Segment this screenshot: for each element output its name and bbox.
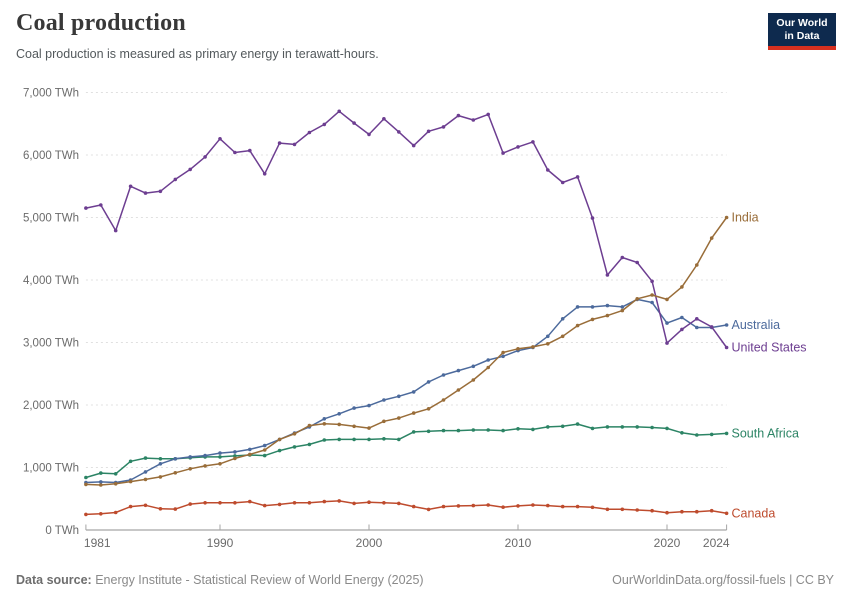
svg-text:1981: 1981	[84, 536, 111, 550]
svg-text:0 TWh: 0 TWh	[45, 525, 79, 537]
series-australia[interactable]: Australia	[84, 297, 781, 485]
data-source: Data source: Energy Institute - Statisti…	[16, 573, 424, 587]
svg-text:5,000 TWh: 5,000 TWh	[23, 213, 79, 225]
series-label-united-states[interactable]: United States	[732, 341, 807, 355]
series-canada[interactable]: Canada	[84, 499, 776, 521]
svg-text:2010: 2010	[505, 536, 532, 550]
series-united-states[interactable]: United States	[84, 109, 807, 355]
series-label-canada[interactable]: Canada	[732, 507, 776, 521]
x-axis	[85, 524, 728, 530]
logo-line2: in Data	[784, 29, 820, 42]
svg-text:2024: 2024	[703, 536, 730, 550]
svg-text:1,000 TWh: 1,000 TWh	[23, 463, 79, 475]
x-axis-labels: 1981 1990 2000 2010 2020 2024	[84, 536, 730, 550]
series-label-india[interactable]: India	[732, 211, 759, 225]
series-label-south-africa[interactable]: South Africa	[732, 427, 799, 441]
chart-header: Coal production Coal production is measu…	[16, 10, 750, 61]
page-title: Coal production	[16, 10, 186, 36]
svg-text:6,000 TWh: 6,000 TWh	[23, 150, 79, 162]
data-source-label: Data source:	[16, 573, 92, 587]
y-axis-labels: 0 TWh 1,000 TWh 2,000 TWh 3,000 TWh 4,000 TW…	[23, 88, 79, 538]
owid-logo[interactable]: Our World in Data	[768, 13, 836, 50]
svg-text:2,000 TWh: 2,000 TWh	[23, 400, 79, 412]
data-source-text: Energy Institute - Statistical Review of…	[91, 573, 424, 587]
chart-footer: Data source: Energy Institute - Statisti…	[16, 573, 834, 587]
svg-text:3,000 TWh: 3,000 TWh	[23, 338, 79, 350]
footer-link[interactable]: OurWorldinData.org/fossil-fuels | CC BY	[612, 573, 834, 587]
svg-text:2000: 2000	[356, 536, 383, 550]
svg-text:2020: 2020	[654, 536, 681, 550]
series-india[interactable]: India	[84, 211, 759, 487]
series-south-africa[interactable]: South Africa	[84, 422, 799, 480]
svg-text:1990: 1990	[207, 536, 234, 550]
logo-line1: Our World	[776, 17, 828, 30]
svg-text:7,000 TWh: 7,000 TWh	[23, 88, 79, 100]
gridlines	[85, 92, 727, 531]
series-label-australia[interactable]: Australia	[732, 318, 781, 332]
chart-subtitle: Coal production is measured as primary e…	[16, 47, 379, 61]
svg-text:4,000 TWh: 4,000 TWh	[23, 275, 79, 287]
